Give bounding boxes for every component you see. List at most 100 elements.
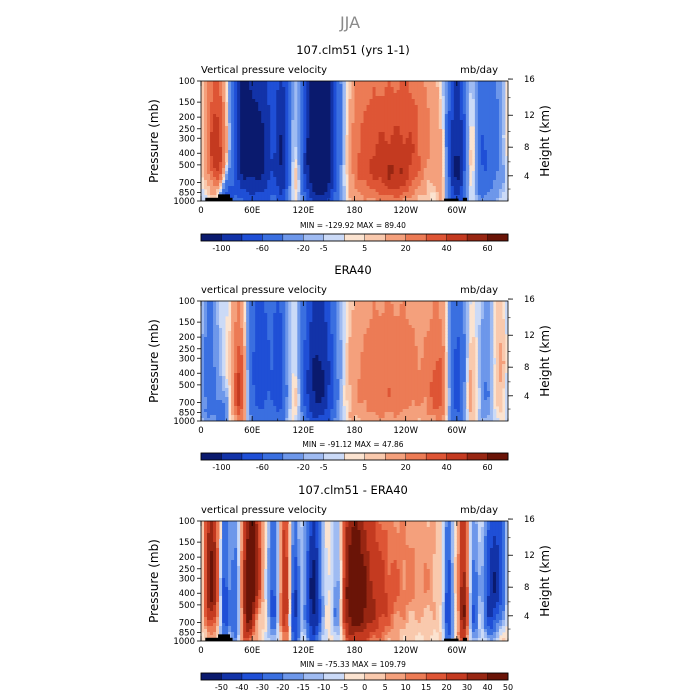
heatmap-cell (432, 325, 437, 329)
heatmap-cell (297, 153, 301, 157)
heatmap-cell (501, 120, 506, 124)
heatmap-cell (342, 156, 346, 160)
heatmap-cell (270, 195, 274, 199)
heatmap-cell (384, 168, 389, 172)
heatmap-cell (504, 186, 508, 190)
heatmap-cell (201, 93, 205, 97)
heatmap-cell (285, 138, 289, 142)
heatmap-cell (273, 153, 277, 157)
heatmap-cell (324, 180, 328, 184)
heatmap-cell (468, 198, 473, 201)
heatmap-cell (231, 93, 235, 97)
heatmap-cell (207, 307, 211, 311)
heatmap-cell (219, 81, 223, 85)
heatmap-cell (450, 322, 455, 326)
heatmap-cell (444, 180, 449, 184)
heatmap-cell (348, 189, 352, 193)
heatmap-cell (363, 105, 367, 109)
heatmap-cell (336, 105, 340, 109)
heatmap-cell (426, 319, 431, 323)
heatmap-cell (264, 135, 268, 139)
heatmap-cell (417, 156, 422, 160)
heatmap-cell (405, 174, 410, 178)
heatmap-cell (405, 165, 410, 169)
heatmap-cell (351, 84, 355, 88)
heatmap-cell (438, 123, 443, 127)
heatmap-cell (294, 141, 298, 145)
heatmap-cell (465, 111, 470, 115)
heatmap-cell (399, 84, 404, 88)
heatmap-cell (441, 120, 446, 124)
heatmap-cell (306, 111, 310, 115)
heatmap-cell (480, 174, 485, 178)
heatmap-cell (372, 168, 376, 172)
y-tick-label: 200 (179, 113, 195, 123)
heatmap-cell (309, 99, 313, 103)
heatmap-cell (381, 171, 385, 175)
heatmap-cell (351, 316, 355, 320)
heatmap-cell (357, 123, 361, 127)
heatmap-cell (294, 117, 298, 121)
heatmap-cell (480, 87, 485, 91)
heatmap-cell (258, 325, 262, 329)
heatmap-cell (399, 114, 404, 118)
heatmap-cell (411, 307, 416, 311)
heatmap-cell (381, 117, 385, 121)
heatmap-cell (417, 174, 422, 178)
heatmap-cell (255, 102, 259, 106)
heatmap-cell (390, 96, 395, 100)
heatmap-cell (285, 141, 289, 145)
heatmap-cell (297, 328, 301, 332)
heatmap-cell (387, 328, 392, 332)
heatmap-cell (273, 195, 277, 199)
heatmap-cell (366, 144, 370, 148)
heatmap-cell (408, 316, 413, 320)
heatmap-cell (297, 108, 301, 112)
heatmap-cell (486, 304, 491, 308)
heatmap-cell (300, 90, 304, 94)
heatmap-cell (315, 141, 319, 145)
heatmap-cell (423, 316, 428, 320)
heatmap-cell (300, 111, 304, 115)
heatmap-cell (255, 313, 259, 317)
heatmap-cell (267, 195, 271, 199)
heatmap-cell (285, 189, 289, 193)
heatmap-cell (459, 123, 464, 127)
heatmap-cell (207, 171, 211, 175)
heatmap-cell (387, 198, 392, 201)
heatmap-cell (402, 96, 407, 100)
heatmap-cell (387, 150, 392, 154)
heatmap-cell (432, 138, 437, 142)
heatmap-cell (423, 180, 428, 184)
heatmap-cell (480, 153, 485, 157)
heatmap-cell (396, 313, 401, 317)
heatmap-cell (474, 102, 479, 106)
heatmap-cell (225, 114, 229, 118)
heatmap-cell (228, 132, 232, 136)
heatmap-cell (315, 90, 319, 94)
heatmap-cell (414, 99, 419, 103)
heatmap-cell (453, 93, 458, 97)
heatmap-cell (264, 316, 268, 320)
heatmap-cell (462, 319, 467, 323)
heatmap-cell (339, 87, 343, 91)
heatmap-cell (336, 159, 340, 163)
heatmap-cell (222, 123, 226, 127)
heatmap-cell (252, 301, 256, 305)
heatmap-cell (414, 132, 419, 136)
heatmap-cell (357, 174, 361, 178)
heatmap-cell (408, 108, 413, 112)
heatmap-cell (399, 156, 404, 160)
heatmap-cell (330, 319, 334, 323)
heatmap-cell (342, 120, 346, 124)
heatmap-cell (396, 90, 401, 94)
heatmap-cell (294, 171, 298, 175)
heatmap-cell (405, 189, 410, 193)
heatmap-cell (336, 108, 340, 112)
heatmap-cell (441, 84, 446, 88)
heatmap-cell (384, 304, 389, 308)
heatmap-cell (330, 96, 334, 100)
heatmap-cell (270, 328, 274, 332)
heatmap-cell (459, 114, 464, 118)
heatmap-cell (288, 159, 292, 163)
